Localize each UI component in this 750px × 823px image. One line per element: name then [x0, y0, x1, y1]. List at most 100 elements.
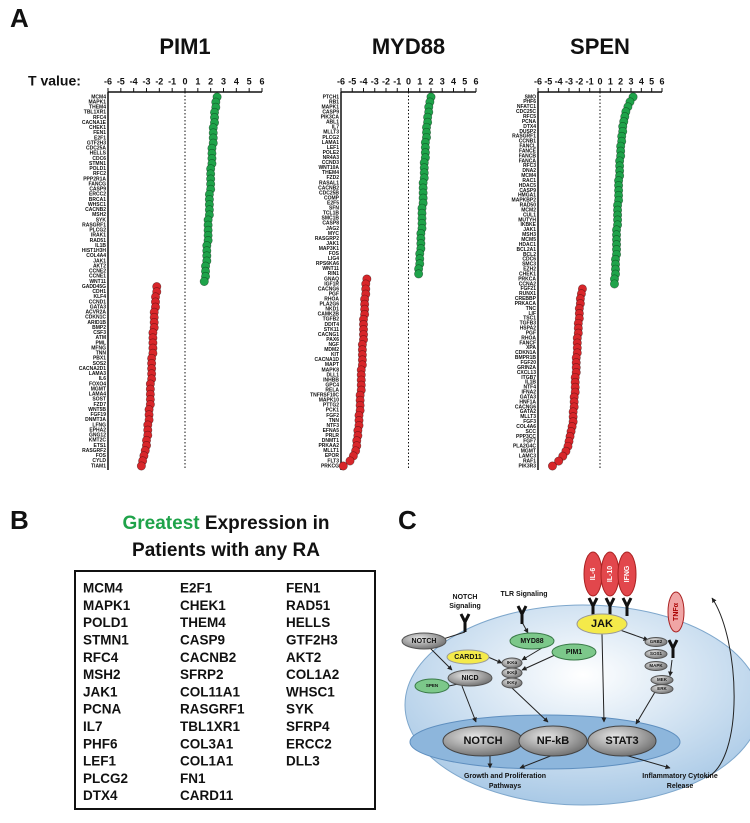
- node: [551, 643, 597, 661]
- gene-label: NFATC1: [517, 104, 536, 110]
- gene-cell: CHEK1: [180, 598, 226, 613]
- gene-label: GRIN2A: [517, 365, 536, 371]
- gene-label: PIK3R3: [518, 463, 536, 469]
- gene-label: FGF21: [520, 286, 536, 292]
- x-tick-label: -2: [155, 76, 163, 86]
- gene-label: INHBB: [323, 377, 339, 383]
- gene-label: COMP: [324, 195, 340, 201]
- dot: [609, 279, 619, 289]
- x-tick-label: 5: [649, 76, 654, 86]
- gene-cell: IL7: [83, 719, 103, 734]
- gene-label: PRKCA: [518, 276, 536, 282]
- gene-label: PAX6: [326, 337, 339, 343]
- gene-label: BCL2A1: [517, 247, 537, 253]
- gene-label: CCNE1: [89, 274, 106, 280]
- gene-label: STK11: [324, 327, 340, 333]
- gene-label: PLCG2: [89, 228, 106, 234]
- gene-label: MCM4: [91, 94, 106, 100]
- gene-label: CACNG6: [515, 404, 536, 410]
- gene-label: MDM2: [324, 347, 339, 353]
- gene-label: HIST1H3H: [82, 248, 107, 254]
- gene-label: DNMT1: [322, 438, 339, 444]
- gene-cell: ERCC2: [286, 736, 332, 751]
- gene-label: TGFB3: [520, 321, 537, 327]
- x-tick-label: 0: [182, 76, 187, 86]
- gene-label: MFNG: [91, 345, 106, 351]
- gene-label: PGF: [526, 330, 536, 336]
- gene-label: RAC1: [522, 178, 536, 184]
- x-tick-label: -2: [382, 76, 390, 86]
- x-tick-label: 2: [428, 76, 433, 86]
- x-tick-label: 3: [628, 76, 633, 86]
- label: TNFα: [673, 602, 680, 621]
- gene-label: ACVR2A: [85, 310, 106, 316]
- gene-cell: COL3A1: [180, 736, 234, 751]
- gene-label: RASAL1: [319, 180, 339, 186]
- gene-label: PRKACA: [515, 301, 537, 307]
- gene-label: NR4A3: [323, 155, 340, 161]
- gene-cell: RASGRF1: [180, 702, 245, 717]
- gene-cell: PLCG2: [83, 771, 128, 786]
- gene-label: AKT2: [93, 263, 106, 269]
- feedback-arrow: [705, 597, 735, 779]
- gene-label: SOS2: [93, 361, 107, 367]
- label: GRB2: [650, 639, 663, 644]
- gene-cell: AKT2: [286, 650, 321, 665]
- gene-label: FANCE: [519, 148, 537, 154]
- gene-label: IL6: [99, 376, 106, 382]
- gene-label: CDC25B: [319, 190, 339, 196]
- gene-label: WNT11: [322, 266, 339, 272]
- gene-label: FGF20: [520, 360, 536, 366]
- gene-label: RUNX1: [519, 291, 536, 297]
- gene-label: WNT10A: [318, 165, 339, 171]
- x-tick-label: -3: [142, 76, 150, 86]
- gene-label: DUSP2: [519, 129, 536, 135]
- label: STAT3: [605, 735, 638, 747]
- label: Pathways: [489, 783, 521, 790]
- gene-label: HNF1A: [519, 399, 536, 405]
- gene-label: MYC: [328, 231, 340, 237]
- gene-table: MCM4 MAPK1 POLD1 STMN1 RFC4 MSH2 JAK1 PCNA IL7 PH…: [83, 581, 339, 804]
- gene-label: MCM5: [521, 237, 536, 243]
- axis-label: T value:: [28, 73, 81, 89]
- label: MYD88: [520, 638, 543, 645]
- dot: [199, 276, 209, 286]
- gene-label: PCK1: [326, 408, 340, 414]
- gene-label: POLD1: [89, 166, 106, 172]
- gene-label: KIT: [331, 352, 339, 358]
- title-highlight: Greatest: [123, 513, 201, 534]
- x-tick-label: 3: [440, 76, 445, 86]
- x-tick-label: -1: [393, 76, 401, 86]
- chart-title: PIM1: [159, 34, 210, 59]
- x-tick-label: 6: [473, 76, 478, 86]
- gene-label: CCND1: [89, 299, 106, 305]
- gene-label: LFNG: [92, 422, 106, 428]
- gene-label: GATA2: [520, 409, 536, 415]
- gene-cell: SFRP4: [286, 719, 330, 734]
- x-tick-label: -1: [586, 76, 594, 86]
- gene-cell: TBL1XR1: [180, 719, 241, 734]
- label: SOS1: [650, 651, 663, 656]
- gene-label: CACNA1D: [315, 357, 340, 363]
- x-tick-label: -6: [337, 76, 345, 86]
- gene-label: TGFB2: [323, 317, 340, 323]
- gene-label: RASGRF2: [82, 448, 106, 454]
- gene-label: PLCG2: [322, 135, 339, 141]
- gene-label: E2F5: [327, 200, 339, 206]
- gene-label: PPP3CC: [516, 434, 536, 440]
- gene-cell: HELLS: [286, 615, 330, 630]
- gene-label: WNT11: [89, 279, 106, 285]
- gene-label: JAK1: [523, 227, 536, 233]
- gene-label: GPC4: [325, 382, 339, 388]
- node: [644, 661, 668, 671]
- gene-label: MGMT: [91, 386, 106, 392]
- gene-label: STMN1: [89, 161, 106, 167]
- gene-label: CYLD: [92, 458, 106, 464]
- gene-label: CHEK1: [519, 271, 536, 277]
- gene-label: LAMA4: [89, 392, 106, 398]
- gene-label: CDC25A: [86, 146, 106, 152]
- gene-label: TNN: [329, 418, 340, 424]
- gene-label: LAMA3: [89, 371, 106, 377]
- label: NF-kB: [537, 735, 569, 747]
- node: [447, 669, 493, 687]
